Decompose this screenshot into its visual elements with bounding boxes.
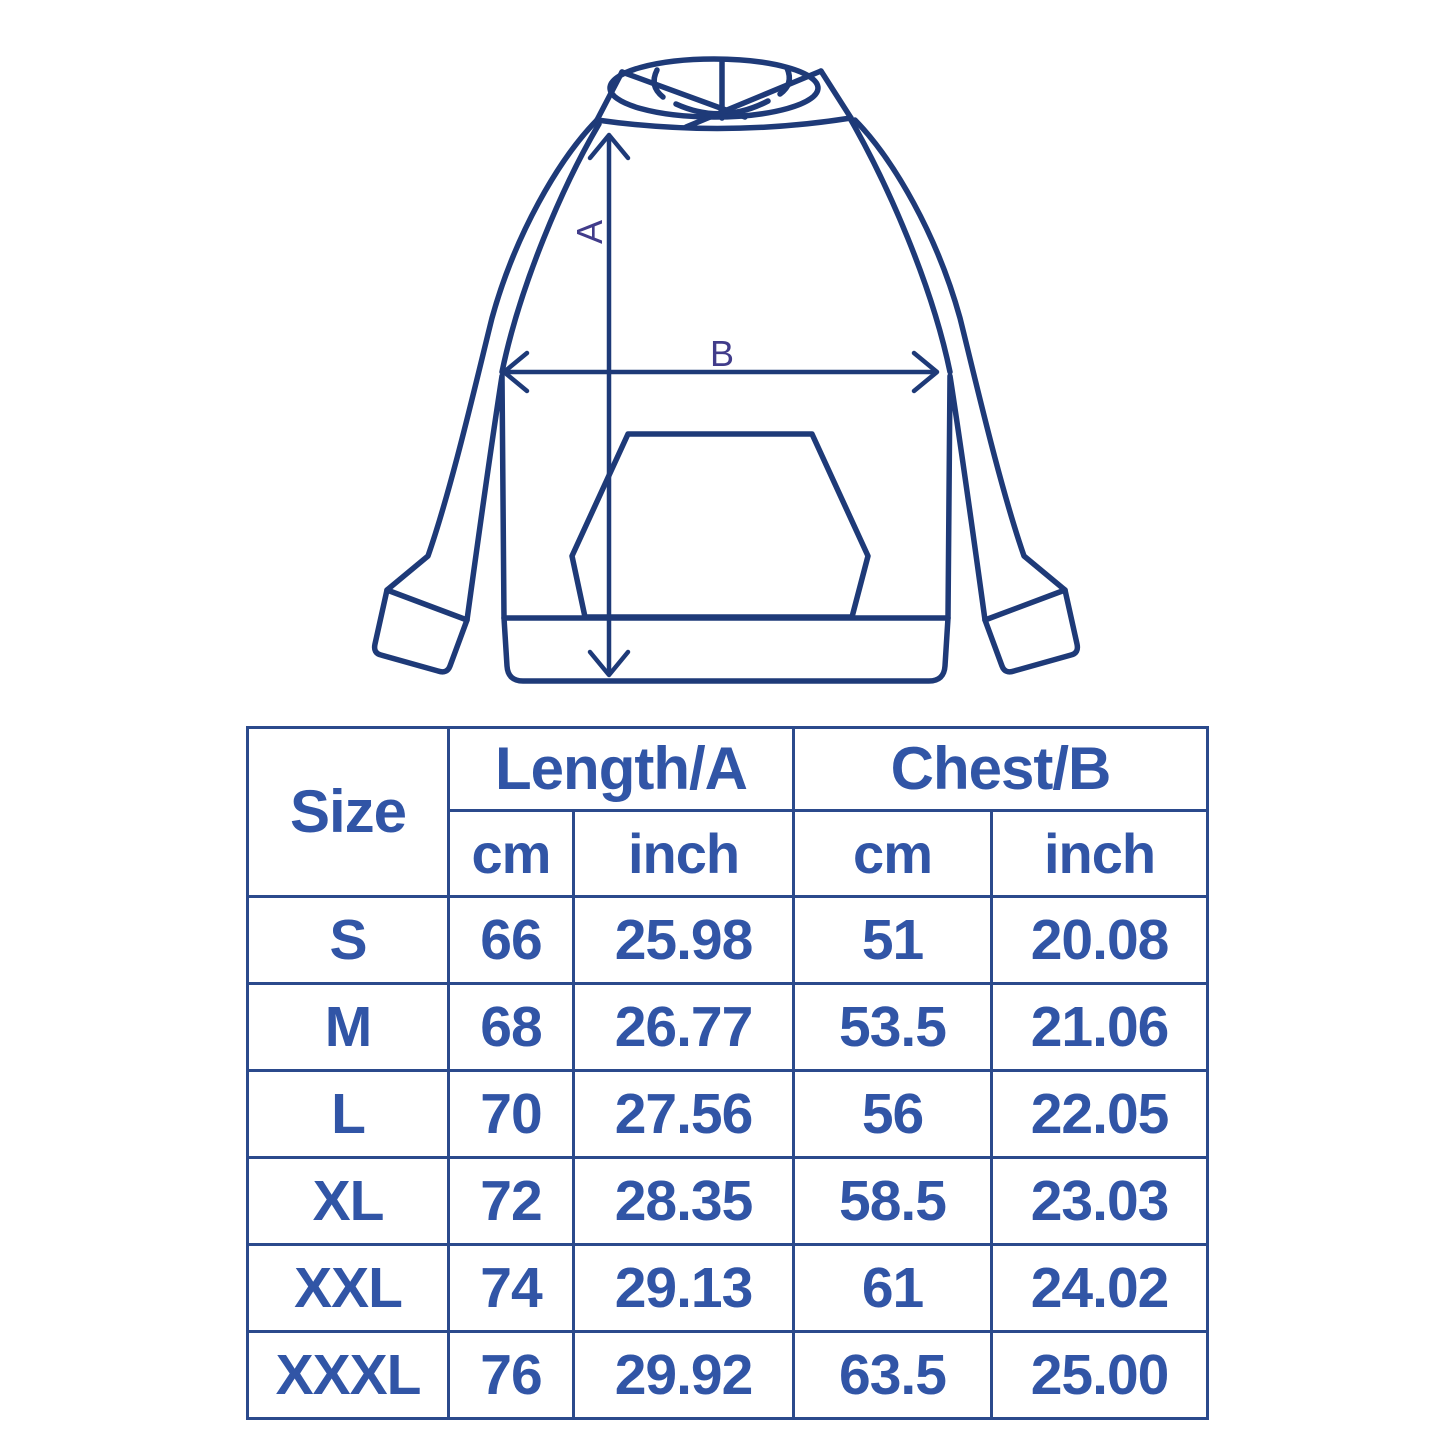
- length-cm-cell: 68: [447, 982, 575, 1072]
- length-inch-cell: 26.77: [571, 982, 796, 1072]
- size-cell: L: [246, 1069, 450, 1159]
- left-armhole-seam: [499, 121, 602, 375]
- length-inch-cell: 29.92: [571, 1330, 796, 1420]
- length-group-header: Length/A: [446, 726, 796, 812]
- size-table-container: Size Length/A Chest/B cm inch cm inch S …: [246, 726, 1210, 1420]
- chest-arrow-head-left: [501, 350, 530, 394]
- size-cell: S: [246, 895, 450, 985]
- length-cm-cell: 76: [447, 1330, 575, 1420]
- table-row-s: S 66 25.98 51 20.08: [246, 895, 1210, 985]
- length-cm-header: cm: [447, 809, 575, 898]
- chest-cm-cell: 63.5: [792, 1330, 994, 1420]
- chest-inch-cell: 21.06: [990, 982, 1210, 1072]
- chest-cm-header: cm: [792, 809, 994, 898]
- header-units-row: cm inch cm inch: [248, 809, 1210, 898]
- chest-inch-cell: 25.00: [990, 1330, 1210, 1420]
- hood-left-edge: [594, 69, 625, 123]
- length-dimension-label: A: [569, 220, 610, 244]
- hood-right-edge: [818, 68, 854, 121]
- neckline-curve: [594, 115, 854, 132]
- size-chart-table: Size Length/A Chest/B cm inch cm inch S …: [246, 726, 1210, 1420]
- table-row-xxxl: XXXL 76 29.92 63.5 25.00: [246, 1330, 1210, 1420]
- right-armhole-seam: [848, 117, 953, 375]
- length-cm-cell: 72: [447, 1156, 575, 1246]
- chest-dimension-label: B: [710, 333, 734, 374]
- table-row-xl: XL 72 28.35 58.5 23.03: [246, 1156, 1210, 1246]
- hoodie-diagram: A B: [371, 56, 1081, 684]
- length-cm-cell: 74: [447, 1243, 575, 1333]
- chest-arrow-head-right: [911, 350, 940, 394]
- size-cell: XXL: [246, 1243, 450, 1333]
- length-inch-cell: 25.98: [571, 895, 796, 985]
- chest-inch-cell: 22.05: [990, 1069, 1210, 1159]
- length-inch-cell: 28.35: [571, 1156, 796, 1246]
- chest-cm-cell: 56: [792, 1069, 994, 1159]
- table-row-l: L 70 27.56 56 22.05: [246, 1069, 1210, 1159]
- table-row-m: M 68 26.77 53.5 21.06: [246, 982, 1210, 1072]
- hoodie-body-outline: [371, 117, 1081, 684]
- table-row-xxl: XXL 74 29.13 61 24.02: [246, 1243, 1210, 1333]
- hoodie-sketch-svg: A B: [371, 56, 1081, 684]
- size-cell: M: [246, 982, 450, 1072]
- length-cm-cell: 70: [447, 1069, 575, 1159]
- chest-inch-cell: 23.03: [990, 1156, 1210, 1246]
- header-group-row: Size Length/A Chest/B: [246, 726, 1210, 898]
- length-arrow-head-bottom: [587, 649, 631, 678]
- size-column-header: Size: [246, 726, 450, 898]
- size-cell: XL: [246, 1156, 450, 1246]
- length-inch-header: inch: [571, 809, 796, 898]
- hood-cross-right-panel: [683, 68, 824, 130]
- chest-cm-cell: 61: [792, 1243, 994, 1333]
- chest-cm-cell: 58.5: [792, 1156, 994, 1246]
- chest-inch-header: inch: [990, 809, 1210, 898]
- length-cm-cell: 66: [447, 895, 575, 985]
- length-inch-cell: 27.56: [571, 1069, 796, 1159]
- right-cuff-line: [982, 587, 1068, 623]
- chest-group-header: Chest/B: [792, 726, 1210, 812]
- chest-inch-cell: 24.02: [990, 1243, 1210, 1333]
- length-inch-cell: 29.13: [571, 1243, 796, 1333]
- chest-cm-cell: 53.5: [792, 982, 994, 1072]
- length-arrow-head-top: [587, 132, 631, 161]
- chest-cm-cell: 51: [792, 895, 994, 985]
- left-cuff-line: [384, 587, 470, 623]
- kangaroo-pocket: [569, 431, 871, 620]
- size-cell: XXXL: [246, 1330, 450, 1420]
- chest-inch-cell: 20.08: [990, 895, 1210, 985]
